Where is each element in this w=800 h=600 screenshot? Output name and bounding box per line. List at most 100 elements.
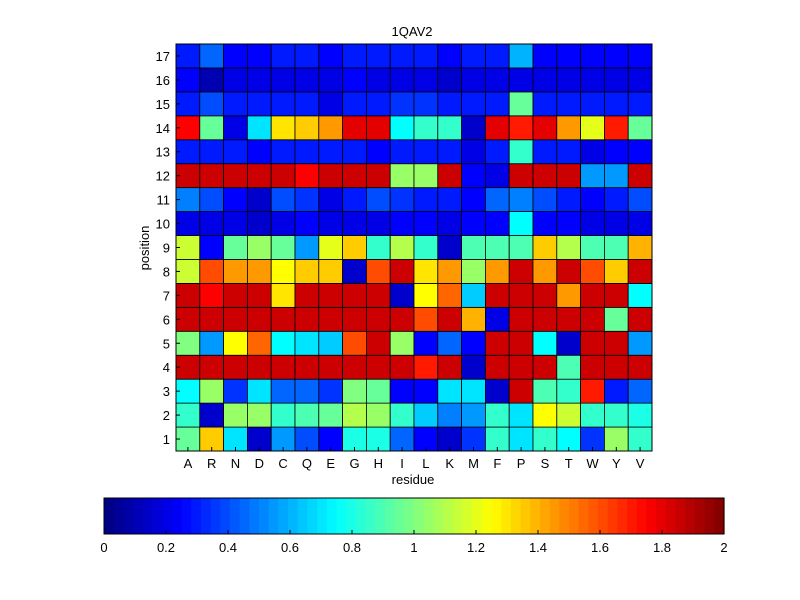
y-tick-label: 5 [163,336,170,351]
heatmap-cell [461,378,486,404]
y-tick-label: 13 [156,145,170,160]
heatmap-cell [365,402,391,428]
heatmap-cell [413,306,439,332]
x-tick-label: V [636,456,645,471]
heatmap-cell [461,354,486,380]
heatmap-cell [365,354,391,380]
heatmap-cell [270,115,296,141]
colorbar-band [598,498,609,534]
heatmap-cell [294,306,320,332]
heatmap-cell [532,354,558,380]
heatmap-cell [413,402,439,428]
heatmap-cell [437,402,462,428]
heatmap-cell [413,283,439,308]
heatmap-cell [508,259,534,284]
heatmap-cell [199,330,225,356]
heatmap-cell [556,139,581,165]
heatmap-cell [246,283,272,308]
y-axis-label: position [137,226,152,271]
heatmap-cell [270,378,296,404]
colorbar-band [404,498,415,534]
colorbar-band [452,498,464,534]
heatmap-cell [413,259,439,284]
heatmap-cell [389,67,415,93]
heatmap-cell [532,187,558,212]
heatmap-cell [484,402,510,428]
colorbar-band [104,498,115,534]
y-tick-label: 17 [156,49,170,64]
colorbar-band [433,498,444,534]
heatmap-cell [223,354,248,380]
heatmap-cell [461,187,486,212]
heatmap-cell [627,115,653,141]
colorbar-band [627,498,638,534]
heatmap-cell [342,91,367,117]
heatmap-cell [199,306,225,332]
heatmap-cell [246,402,272,428]
heatmap-cell [508,91,534,117]
heatmap-cell [223,235,248,260]
heatmap-cell [580,259,605,284]
heatmap-cell [484,330,510,356]
heatmap-cell [223,67,248,93]
heatmap-cell [246,91,272,117]
heatmap-cell [484,259,510,284]
heatmap-cell [223,211,248,236]
heatmap-cell [627,163,653,189]
x-tick-label: A [184,456,193,471]
heatmap-cell [532,163,558,189]
colorbar-band [549,498,560,534]
colorbar-band [239,498,250,534]
heatmap-cell [413,67,439,93]
heatmap-cell [318,139,343,165]
heatmap-cell [580,139,605,165]
heatmap-cell [318,43,343,69]
colorbar-band [481,498,493,534]
heatmap-cell [246,330,272,356]
colorbar-band [685,498,696,534]
heatmap-cell [389,91,415,117]
heatmap-cell [294,354,320,380]
heatmap-cell [604,211,629,236]
heatmap-cell [199,163,225,189]
heatmap-cell [484,306,510,332]
heatmap-cell [461,235,486,260]
heatmap-cell [294,211,320,236]
heatmap-cell [532,211,558,236]
colorbar-band [278,498,289,534]
heatmap-cell [294,378,320,404]
colorbar-band [617,498,628,534]
heatmap-cell [556,67,581,93]
x-tick-label: I [400,456,404,471]
heatmap-cell [532,115,558,141]
heatmap-cell [508,187,534,212]
heatmap-cell [318,115,343,141]
heatmap-cell [294,283,320,308]
heatmap-cell [413,235,439,260]
heatmap-cell [413,43,439,69]
heatmap-cell [508,115,534,141]
colorbar-tick-label: 1.2 [467,540,485,555]
heatmap-cell [556,163,581,189]
x-tick-label: G [349,456,359,471]
x-tick-label: N [231,456,240,471]
heatmap-cell [627,187,653,212]
heatmap-cell [342,259,367,284]
x-axis-label: residue [392,472,435,487]
colorbar [104,498,725,534]
heatmap-cell [604,378,629,404]
heatmap-cell [627,211,653,236]
heatmap-cell [246,354,272,380]
heatmap-cell [461,211,486,236]
heatmap-cell [318,354,343,380]
colorbar-band [510,498,522,534]
colorbar-band [675,498,686,534]
heatmap-cell [484,163,510,189]
colorbar-band [123,498,134,534]
heatmap-cell [318,378,343,404]
heatmap-cell [532,139,558,165]
heatmap-cell [294,330,320,356]
heatmap-cell [365,283,391,308]
heatmap-cell [556,211,581,236]
